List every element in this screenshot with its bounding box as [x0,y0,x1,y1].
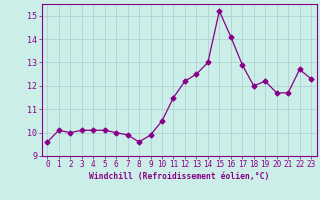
X-axis label: Windchill (Refroidissement éolien,°C): Windchill (Refroidissement éolien,°C) [89,172,269,181]
